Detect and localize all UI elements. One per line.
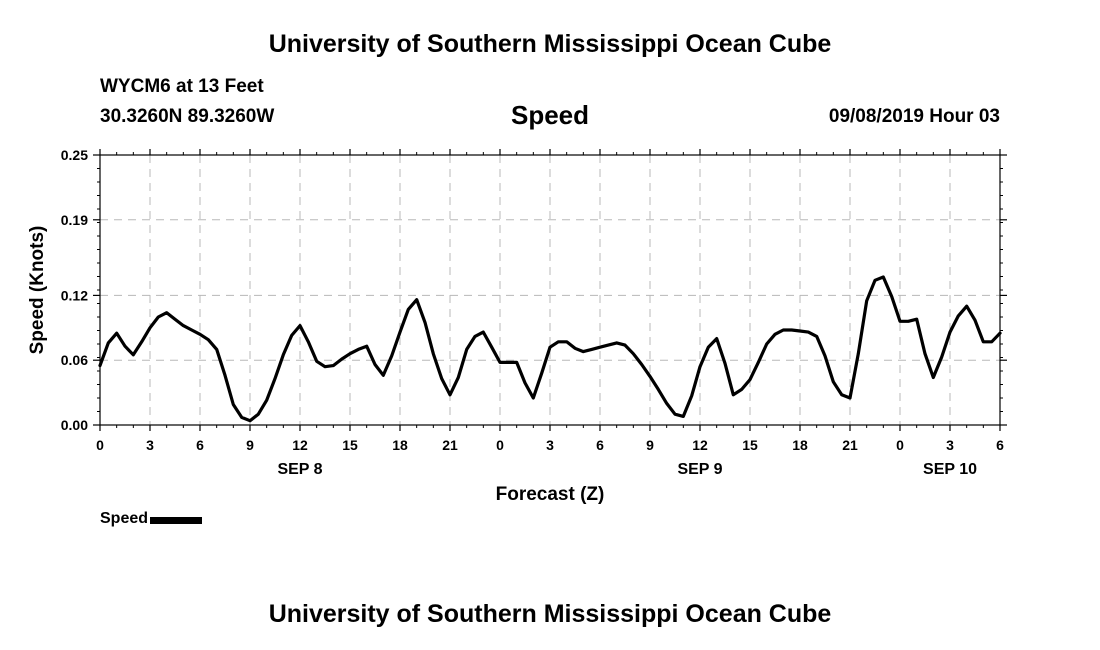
x-axis-title: Forecast (Z)	[496, 484, 605, 505]
grid-lines	[100, 155, 1000, 425]
y-tick-label: 0.25	[61, 147, 88, 163]
x-tick-label: 9	[246, 437, 254, 453]
legend-line-swatch	[150, 517, 203, 524]
x-tick-label: 21	[442, 437, 458, 453]
x-tick-label: 15	[742, 437, 758, 453]
x-tick-label: 0	[96, 437, 104, 453]
x-tick-label: 0	[896, 437, 904, 453]
speed-series-line	[98, 275, 1002, 423]
axis-labels: 0.00 0.06 0.12 0.19 0.25 0 3 6 9 12 15 18 21 0 3 6 9 12 15…	[61, 147, 1004, 478]
x-tick-label: 6	[196, 437, 204, 453]
date-label: SEP 8	[277, 461, 322, 478]
x-tick-label: 0	[496, 437, 504, 453]
chart-legend: Speed	[100, 510, 203, 528]
chart-title: Speed	[510, 100, 590, 130]
footer-title: University of Southern Mississippi Ocean…	[268, 600, 832, 628]
y-tick-label: 0.00	[61, 417, 88, 433]
x-tick-label: 9	[646, 437, 654, 453]
x-tick-label: 18	[392, 437, 408, 453]
x-tick-label: 6	[996, 437, 1004, 453]
y-tick-label: 0.12	[61, 287, 88, 303]
x-tick-label: 18	[792, 437, 808, 453]
forecast-timestamp: 09/08/2019 Hour 03	[828, 106, 1000, 127]
x-tick-label: 15	[342, 437, 358, 453]
y-tick-label: 0.06	[61, 352, 88, 368]
y-tick-label: 0.19	[61, 212, 88, 228]
x-tick-label: 3	[146, 437, 154, 453]
axis-ticks	[93, 149, 1007, 431]
y-axis-title: Speed (Knots)	[27, 226, 48, 355]
coordinates-label: 30.3260N 89.3260W	[100, 106, 275, 127]
legend-label: Speed	[100, 510, 149, 527]
x-tick-label: 3	[546, 437, 554, 453]
x-tick-label: 12	[692, 437, 708, 453]
page-title: University of Southern Mississippi Ocean…	[268, 30, 832, 58]
date-label: SEP 10	[923, 461, 977, 478]
x-tick-label: 6	[596, 437, 604, 453]
x-tick-label: 21	[842, 437, 858, 453]
station-label: WYCM6 at 13 Feet	[100, 76, 264, 97]
x-tick-label: 12	[292, 437, 308, 453]
date-label: SEP 9	[677, 461, 722, 478]
x-tick-label: 3	[946, 437, 954, 453]
